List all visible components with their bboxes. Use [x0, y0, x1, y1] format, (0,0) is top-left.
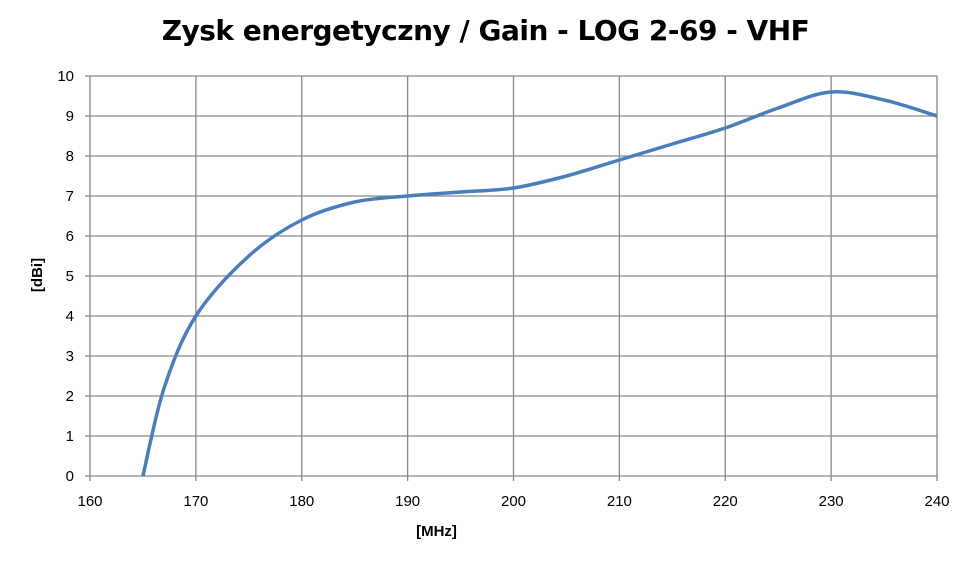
- x-tick-label: 200: [501, 493, 526, 510]
- series-line-gain: [141, 90, 938, 477]
- y-tick-label: 5: [66, 268, 74, 285]
- chart-title: Zysk energetyczny / Gain - LOG 2-69 - VH…: [161, 14, 810, 47]
- y-tick-label: 0: [66, 468, 74, 485]
- x-tick-label: 180: [289, 493, 314, 510]
- x-tick-label: 220: [713, 493, 738, 510]
- x-tick-label: 170: [183, 493, 208, 510]
- y-tick-label: 3: [66, 348, 74, 365]
- y-tick-label: 6: [66, 228, 74, 245]
- x-tick-label: 160: [77, 493, 102, 510]
- y-tick-label: 4: [66, 308, 74, 325]
- x-axis-label: [MHz]: [416, 523, 457, 540]
- y-tick-label: 7: [66, 188, 74, 205]
- x-tick-label: 190: [395, 493, 420, 510]
- x-tick-label: 240: [924, 493, 949, 510]
- y-tick-label: 8: [66, 148, 74, 165]
- y-tick-label: 9: [66, 108, 74, 125]
- y-tick-label: 10: [57, 68, 74, 85]
- y-axis-label: [dBi]: [29, 258, 46, 292]
- y-tick-label: 1: [66, 428, 74, 445]
- y-tick-label: 2: [66, 388, 74, 405]
- x-tick-label: 210: [607, 493, 632, 510]
- x-tick-label: 230: [819, 493, 844, 510]
